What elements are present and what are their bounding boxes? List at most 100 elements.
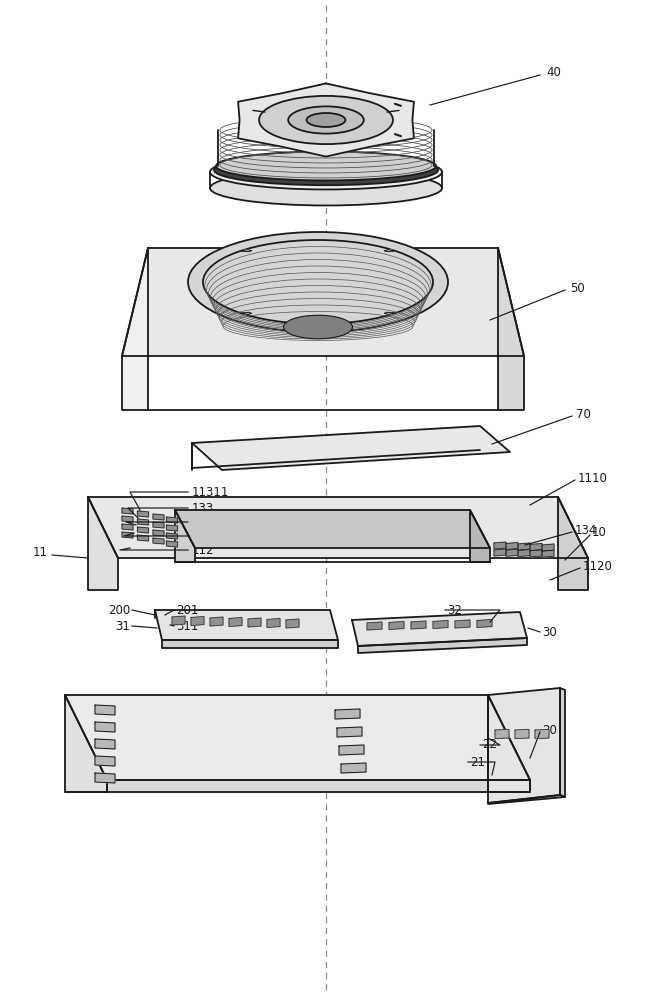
Text: 201: 201 — [176, 603, 198, 616]
Polygon shape — [88, 497, 588, 558]
Text: 32: 32 — [447, 603, 462, 616]
Polygon shape — [138, 535, 149, 541]
Polygon shape — [166, 517, 177, 523]
Polygon shape — [433, 620, 448, 629]
Polygon shape — [367, 622, 382, 630]
Polygon shape — [153, 514, 164, 520]
Text: 11311: 11311 — [192, 486, 230, 498]
Polygon shape — [95, 722, 115, 732]
Text: 20: 20 — [542, 724, 557, 736]
Polygon shape — [138, 511, 149, 517]
Polygon shape — [385, 312, 394, 314]
Polygon shape — [65, 695, 530, 780]
Polygon shape — [229, 617, 242, 626]
Polygon shape — [477, 619, 492, 628]
Polygon shape — [122, 248, 524, 356]
Polygon shape — [166, 525, 177, 531]
Polygon shape — [411, 621, 426, 629]
Polygon shape — [470, 510, 490, 562]
Polygon shape — [122, 248, 148, 410]
Text: 311: 311 — [176, 619, 198, 633]
Text: 70: 70 — [576, 408, 591, 420]
Polygon shape — [107, 780, 530, 792]
Text: 111: 111 — [192, 530, 215, 542]
Polygon shape — [172, 616, 185, 625]
Polygon shape — [542, 544, 554, 551]
Polygon shape — [95, 705, 115, 715]
Text: 1110: 1110 — [578, 472, 608, 485]
Polygon shape — [122, 516, 133, 522]
Polygon shape — [138, 519, 149, 525]
Polygon shape — [455, 620, 470, 628]
Text: 112: 112 — [192, 544, 215, 556]
Polygon shape — [192, 426, 510, 470]
Text: 31: 31 — [115, 619, 130, 633]
Polygon shape — [488, 695, 530, 792]
Polygon shape — [518, 543, 530, 550]
Polygon shape — [515, 730, 529, 738]
Polygon shape — [267, 618, 280, 628]
Polygon shape — [122, 508, 133, 514]
Ellipse shape — [216, 152, 436, 180]
Text: 134: 134 — [575, 524, 597, 536]
Polygon shape — [560, 688, 565, 797]
Polygon shape — [95, 773, 115, 783]
Polygon shape — [153, 538, 164, 544]
Polygon shape — [166, 533, 177, 539]
Polygon shape — [488, 688, 560, 803]
Polygon shape — [495, 730, 509, 738]
Polygon shape — [530, 544, 542, 550]
Polygon shape — [341, 763, 366, 773]
Polygon shape — [542, 550, 554, 557]
Text: 1131: 1131 — [192, 516, 222, 528]
Text: 50: 50 — [570, 282, 585, 294]
Polygon shape — [242, 250, 252, 252]
Text: 22: 22 — [482, 738, 497, 752]
Polygon shape — [248, 618, 261, 627]
Polygon shape — [88, 497, 118, 590]
Polygon shape — [166, 541, 177, 547]
Polygon shape — [175, 510, 195, 562]
Polygon shape — [191, 616, 204, 626]
Polygon shape — [352, 612, 527, 646]
Polygon shape — [153, 522, 164, 528]
Polygon shape — [122, 524, 133, 530]
Polygon shape — [385, 250, 394, 252]
Polygon shape — [286, 619, 299, 628]
Polygon shape — [358, 638, 527, 653]
Text: 133: 133 — [192, 502, 215, 514]
Polygon shape — [210, 617, 223, 626]
Polygon shape — [153, 530, 164, 536]
Polygon shape — [95, 756, 115, 766]
Text: 1120: 1120 — [583, 560, 613, 572]
Polygon shape — [155, 610, 338, 640]
Polygon shape — [138, 527, 149, 533]
Polygon shape — [530, 550, 542, 557]
Text: 21: 21 — [470, 756, 485, 768]
Polygon shape — [389, 621, 404, 630]
Polygon shape — [488, 795, 565, 804]
Text: 30: 30 — [542, 626, 557, 639]
Polygon shape — [238, 83, 414, 157]
Polygon shape — [558, 497, 588, 590]
Polygon shape — [162, 640, 338, 648]
Polygon shape — [65, 695, 107, 792]
Polygon shape — [494, 549, 506, 556]
Polygon shape — [498, 248, 524, 410]
Polygon shape — [518, 550, 530, 557]
Polygon shape — [535, 730, 549, 738]
Text: 10: 10 — [592, 526, 607, 540]
Ellipse shape — [284, 315, 353, 339]
Ellipse shape — [259, 96, 393, 144]
Polygon shape — [335, 709, 360, 719]
Ellipse shape — [306, 113, 346, 127]
Ellipse shape — [210, 171, 442, 205]
Text: 200: 200 — [108, 603, 130, 616]
Text: 11: 11 — [33, 546, 48, 560]
Ellipse shape — [188, 232, 448, 332]
Polygon shape — [175, 510, 490, 548]
Ellipse shape — [210, 155, 442, 189]
Ellipse shape — [214, 155, 438, 185]
Polygon shape — [95, 739, 115, 749]
Polygon shape — [506, 542, 518, 550]
